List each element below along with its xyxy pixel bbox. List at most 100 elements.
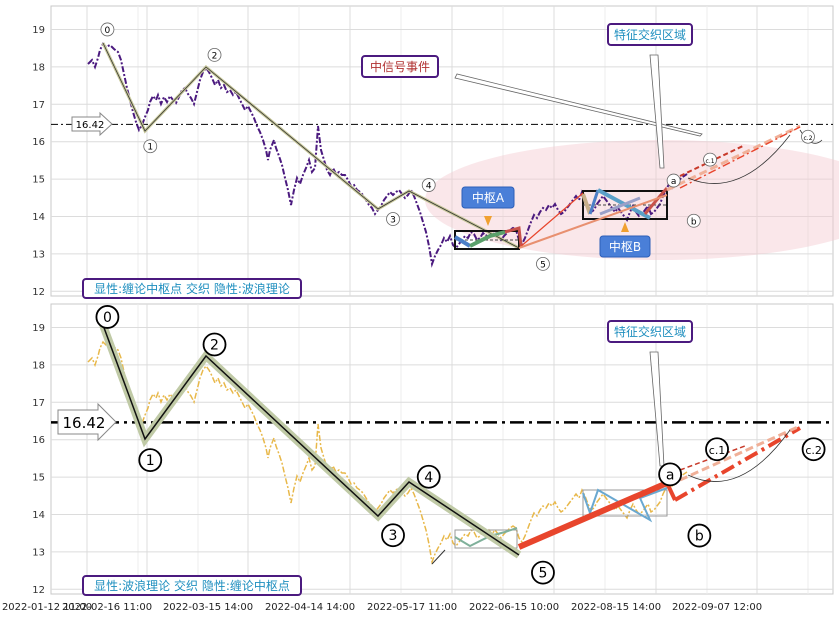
- top-zone-a-label-box: [461, 186, 515, 209]
- bottom-projection-dash: [674, 426, 801, 502]
- top-projection-4: [679, 126, 801, 189]
- x-tick-label: 2022-01-12 11:00: [2, 602, 92, 613]
- wave-label: c.1: [709, 444, 726, 457]
- wave-label: a: [671, 177, 677, 187]
- wave-label: 2: [212, 51, 218, 61]
- top-signal-text: 中信号事件: [370, 59, 430, 74]
- x-tick-label: 2022-09-07 12:00: [672, 602, 762, 613]
- bottom-reference-tag-shape: [57, 402, 117, 442]
- x-tick-label: 2022-05-17 11:00: [367, 602, 457, 613]
- x-tick-label: 2022-04-14 14:00: [265, 602, 355, 613]
- bottom-caption-box: [82, 575, 302, 596]
- wave-label: 3: [389, 528, 398, 544]
- top-zone-b-stroke-b: [588, 189, 600, 215]
- top-zone-a-stroke-green: [469, 230, 506, 248]
- wave-marker: [801, 129, 815, 144]
- top-reference-tag-shape: [71, 111, 113, 137]
- y-tick-label: 14: [32, 212, 45, 223]
- bottom-arc: [687, 429, 791, 482]
- top-projection-2: [518, 194, 668, 249]
- bottom-projection-light: [679, 424, 801, 482]
- wave-label: b: [691, 217, 697, 227]
- top-wave-labels: 0 1 2 3 4 5 a b c.1 c.2: [100, 22, 815, 271]
- bottom-wave-labels: 0 1 2 3 4 5 a b c.1 c.2: [95, 305, 826, 585]
- y-tick-label: 14: [32, 510, 45, 521]
- wave-marker: [416, 464, 441, 489]
- wave-marker: [801, 437, 826, 462]
- y-tick-label: 18: [32, 62, 45, 73]
- bottom-reference-label: 16.42: [63, 414, 106, 432]
- top-caption: 显性:缠论中枢点 交织 隐性:波浪理论: [94, 281, 290, 296]
- top-zone-b-stroke-a: [581, 193, 592, 215]
- top-zone-b-pointer: [621, 222, 629, 232]
- wave-label: a: [666, 467, 675, 483]
- bottom-y-tick-labels: 12 13 14 15 16 17 18 19: [32, 323, 45, 596]
- wave-marker: [421, 178, 436, 192]
- wave-marker: [705, 437, 729, 462]
- x-tick-label: 2022-03-15 14:00: [163, 602, 253, 613]
- y-tick-label: 13: [32, 547, 45, 558]
- top-zone-b-stroke-d: [599, 196, 641, 216]
- y-tick-label: 19: [32, 323, 45, 334]
- wave-marker: [381, 523, 405, 548]
- y-tick-label: 13: [32, 249, 45, 260]
- wave-label: c.2: [803, 135, 812, 142]
- bottom-region-box: [607, 320, 693, 343]
- wave-marker: [138, 448, 163, 473]
- top-annotation-arrow: [454, 73, 703, 137]
- wave-label: 1: [147, 143, 153, 153]
- top-grid: [51, 6, 833, 296]
- wave-label: 1: [146, 453, 155, 469]
- top-zone-a-pointer: [484, 216, 492, 226]
- bottom-projection-main: [517, 480, 669, 550]
- bottom-thin-line: [431, 549, 446, 565]
- wave-marker: [658, 462, 683, 487]
- y-tick-label: 12: [32, 287, 45, 298]
- wave-label: 0: [105, 26, 111, 36]
- wave-marker: [100, 22, 115, 37]
- top-y-tick-labels: 12 13 14 15 16 17 18 19: [32, 25, 45, 298]
- wave-marker: [536, 256, 550, 271]
- bottom-wave-line-inner: [102, 324, 520, 556]
- wave-marker: [202, 332, 227, 357]
- top-region-text: 特征交织区域: [614, 27, 686, 42]
- wave-label: 4: [424, 470, 433, 486]
- bottom-caption: 显性:波浪理论 交织 隐性:缠论中枢点: [94, 578, 290, 593]
- top-zone-b-stroke-e: [643, 187, 669, 215]
- top-signal-box: [361, 55, 439, 78]
- wave-label: 5: [540, 260, 546, 270]
- wave-marker: [207, 48, 222, 62]
- top-zone-b-label-box: [599, 235, 651, 258]
- x-tick-label: 2022-06-15 10:00: [469, 602, 559, 613]
- y-tick-label: 16: [32, 137, 45, 148]
- top-projection-1: [518, 192, 584, 249]
- y-tick-label: 16: [32, 435, 45, 446]
- wave-label: c.2: [805, 444, 822, 457]
- top-wave-line-inner: [102, 42, 520, 249]
- bottom-region-text: 特征交织区域: [614, 324, 686, 339]
- y-tick-label: 18: [32, 360, 45, 371]
- top-caption-box: [82, 278, 302, 299]
- bottom-zone-b-stroke: [582, 487, 668, 523]
- top-zone-a-label: 中枢A: [472, 190, 505, 205]
- x-tick-label: 2022-02-16 11:00: [62, 602, 152, 613]
- top-panel-frame: [50, 5, 834, 297]
- wave-label: b: [695, 529, 704, 545]
- y-tick-label: 15: [32, 473, 45, 484]
- top-region-arrow: [649, 54, 665, 169]
- wave-marker: [666, 173, 681, 188]
- y-tick-label: 17: [32, 398, 45, 409]
- top-projection-3: [666, 124, 801, 192]
- top-zone-a-stroke-blue: [453, 235, 472, 248]
- bottom-zone-b-box: [582, 489, 668, 517]
- y-tick-label: 15: [32, 175, 45, 186]
- wave-marker: [687, 523, 712, 548]
- top-zone-b-label: 中枢B: [609, 239, 641, 254]
- wave-label: 4: [426, 182, 432, 192]
- y-tick-label: 19: [32, 25, 45, 36]
- wave-label: 5: [538, 566, 547, 582]
